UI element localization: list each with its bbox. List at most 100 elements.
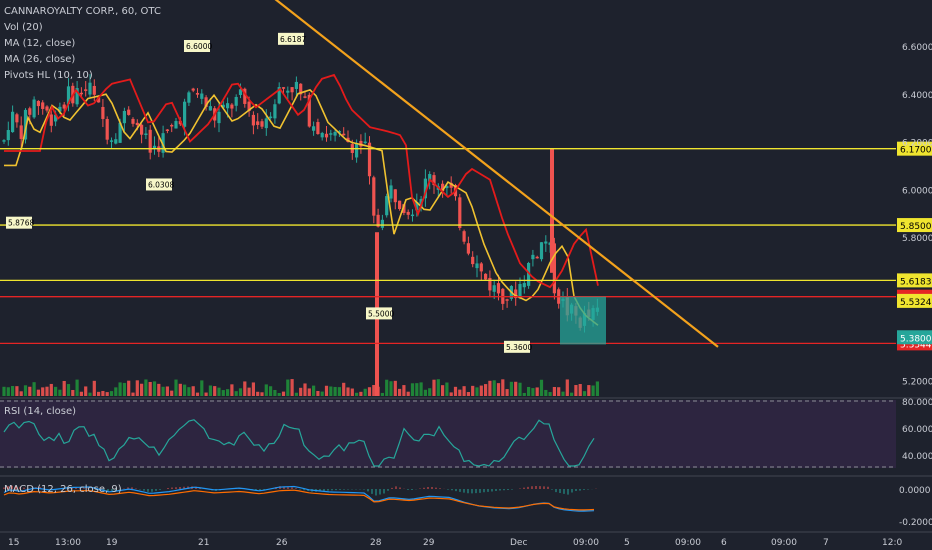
candle-body (290, 87, 294, 93)
candle-body (230, 104, 234, 109)
volume-bar (97, 391, 101, 396)
volume-bar (514, 381, 518, 396)
volume-bar (333, 386, 337, 396)
x-tick: 28 (370, 538, 382, 548)
volume-bar (565, 379, 569, 396)
volume-bar (243, 381, 247, 396)
candle-body (415, 202, 419, 211)
volume-bar (200, 380, 204, 396)
ma26-line (4, 73, 599, 289)
volume-bar (114, 387, 118, 396)
candle-body (19, 125, 23, 139)
volume-bar (92, 380, 96, 396)
volume-bar (471, 385, 475, 396)
candle-body (496, 283, 501, 294)
volume-bar (316, 390, 320, 396)
candle-body (66, 86, 71, 105)
candle-body (385, 196, 389, 216)
x-tick: 7 (823, 538, 829, 548)
ma12-line (4, 88, 599, 326)
volume-bar (23, 385, 28, 396)
candle-body (234, 96, 238, 106)
range-box (560, 296, 606, 345)
volume-bar (191, 386, 195, 396)
volume-bar (54, 386, 58, 396)
candle-body (79, 92, 83, 95)
volume-bar (419, 382, 423, 396)
rsi-line (3, 419, 595, 467)
candle-body (36, 100, 40, 107)
volume-bar (458, 389, 462, 396)
candle-body (101, 106, 105, 119)
candle-body (316, 122, 320, 134)
volume-bar (324, 385, 329, 396)
candle-body (372, 177, 376, 216)
volume-bar (346, 387, 350, 396)
volume-bar (423, 389, 427, 396)
volume-bar (342, 382, 346, 396)
candle-body (359, 140, 363, 147)
candle-body (299, 83, 303, 95)
volume-bar (329, 386, 333, 396)
volume-bar (595, 381, 599, 396)
volume-bar (213, 386, 217, 396)
candle-body (260, 121, 264, 127)
volume-bar (479, 385, 483, 396)
candle-body (238, 89, 243, 95)
candle-body (191, 88, 195, 91)
candle-body (423, 178, 427, 199)
candle-body (122, 110, 126, 124)
signal-line (3, 489, 595, 511)
candle-body (195, 92, 200, 95)
volume-bar (402, 385, 406, 396)
candle-body (264, 118, 268, 129)
candle-body (118, 122, 122, 143)
hline-tag (897, 218, 932, 233)
rsi-legend: RSI (14, close) (4, 406, 77, 417)
volume-bar (79, 391, 83, 396)
pivot-box (504, 340, 530, 353)
candle-body (518, 283, 522, 299)
x-tick: 21 (198, 538, 209, 548)
volume-bar (505, 389, 509, 396)
price-tag (897, 330, 932, 345)
volume-bar (161, 386, 165, 396)
volume-bar (140, 383, 144, 396)
price-tick: 6.0000 (902, 186, 932, 196)
volume-bar (350, 388, 354, 396)
candle-body (337, 131, 341, 133)
volume-bar (501, 379, 505, 396)
volume-bar (178, 383, 182, 396)
volume-bar (539, 379, 544, 396)
volume-bar (234, 391, 238, 396)
candle-body (251, 114, 255, 126)
candle-body (243, 88, 247, 104)
volume-bar (587, 385, 591, 396)
candle-spike (375, 232, 379, 309)
candle-body (492, 285, 496, 292)
candle-body (522, 283, 526, 288)
price-tag (897, 293, 932, 308)
volume-bar (445, 382, 449, 396)
candle-body (514, 289, 518, 299)
candle-spike (550, 148, 554, 273)
volume-bar (307, 388, 311, 396)
candle-body (92, 85, 96, 95)
pivot-box (278, 32, 304, 45)
volume-bar (122, 382, 126, 396)
x-tick: 5 (624, 538, 630, 548)
candle-body (471, 256, 475, 265)
volume-bar (6, 387, 10, 396)
volume-bar (544, 389, 548, 396)
candle-body (187, 92, 191, 103)
rsi-band (0, 400, 896, 468)
volume-bar (157, 383, 161, 396)
candle-body (109, 140, 114, 142)
pivot-box (6, 216, 32, 229)
volume-bar (15, 386, 19, 396)
candle-body (342, 133, 346, 136)
x-tick: 19 (106, 538, 118, 548)
pivot-label: 6.6187 (280, 35, 306, 44)
candle-body (475, 263, 479, 269)
